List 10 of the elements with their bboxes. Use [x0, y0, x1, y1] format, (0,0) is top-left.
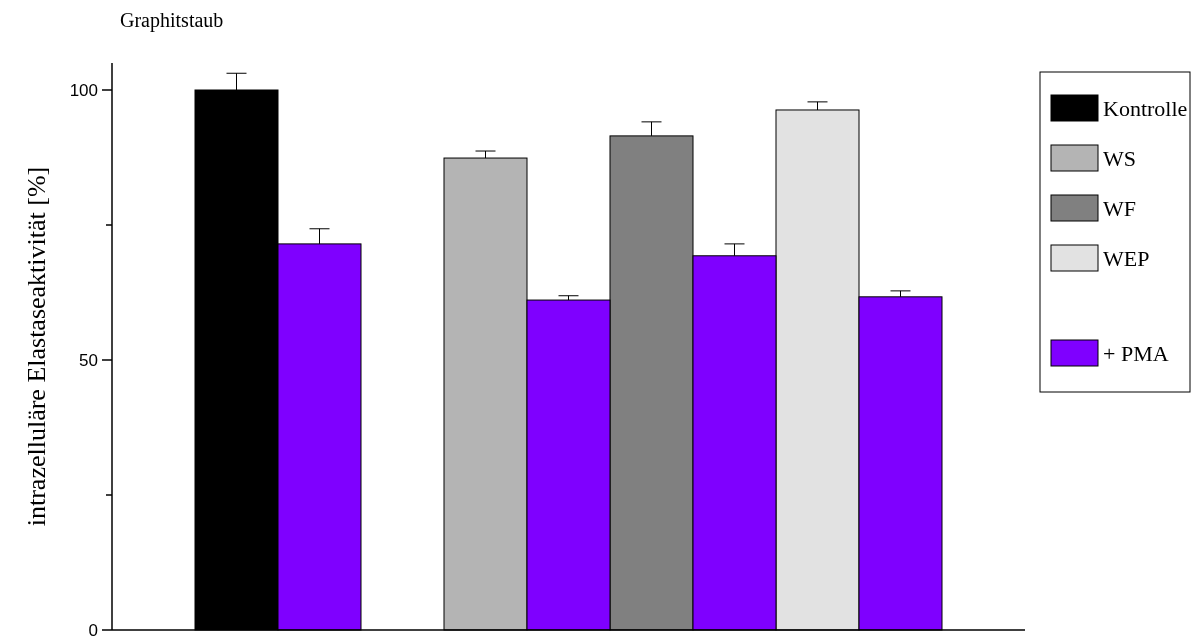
- legend-label: Kontrolle: [1103, 95, 1188, 121]
- legend-label: WEP: [1103, 245, 1150, 271]
- legend-label: WF: [1103, 195, 1136, 221]
- legend-label: WS: [1103, 145, 1136, 171]
- legend-label: + PMA: [1103, 340, 1169, 366]
- y-axis-title: intrazelluläre Elastaseaktivität [%]: [22, 166, 51, 527]
- chart-title: Graphitstaub: [120, 9, 224, 32]
- y-tick-label: 50: [79, 350, 98, 370]
- y-tick-label: 100: [69, 80, 98, 100]
- y-tick-label: 0: [88, 620, 98, 639]
